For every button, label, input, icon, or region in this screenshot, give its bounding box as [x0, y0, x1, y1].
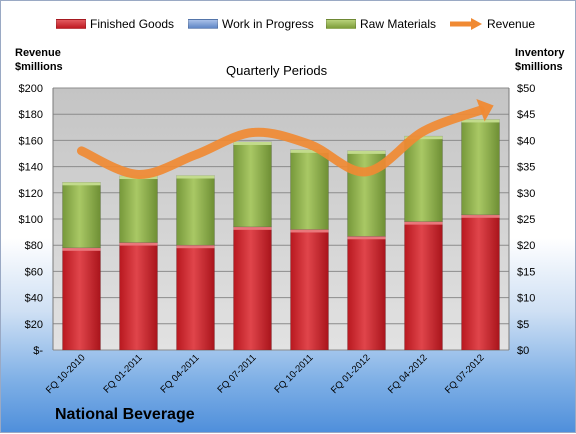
left-tick-label: $180 [19, 109, 43, 121]
legend-swatch-finished-goods [56, 19, 86, 29]
legend-item-finished-goods: Finished Goods [56, 15, 174, 33]
bar-raw-materials [176, 175, 215, 246]
revenue-line [77, 105, 485, 179]
left-tick-label: $100 [19, 214, 43, 226]
left-tick-label: $160 [19, 135, 43, 147]
left-tick-label: $20 [25, 319, 43, 331]
left-axis-title: Revenue $millions [15, 46, 63, 74]
right-tick-label: $45 [517, 109, 535, 121]
legend-label-raw-materials: Raw Materials [360, 17, 437, 31]
bar-cap-finished-goods [62, 247, 101, 251]
x-tick-label: FQ 07-2012 [443, 352, 487, 396]
bar-cap-raw-materials [347, 150, 386, 154]
legend-label-revenue: Revenue [487, 17, 536, 31]
bar-raw-materials [290, 149, 329, 230]
bar-cap-raw-materials [290, 149, 329, 153]
bar-finished-goods [404, 221, 443, 351]
bar-cap-finished-goods [347, 236, 386, 240]
x-tick-label: FQ 01-2012 [329, 352, 373, 396]
bar-finished-goods [290, 229, 329, 351]
bar-finished-goods [119, 242, 158, 351]
left-axis-title-line-2: $millions [15, 61, 63, 73]
right-tick-label: $35 [517, 162, 535, 174]
bar-cap-raw-materials [233, 141, 272, 145]
right-tick-label: $40 [517, 135, 535, 147]
legend-label-work-in-progress: Work in Progress [222, 17, 314, 31]
bar-cap-finished-goods [404, 221, 443, 225]
left-tick-label: $80 [25, 240, 43, 252]
bar-cap-raw-materials [404, 136, 443, 140]
bar-finished-goods [62, 247, 101, 351]
right-tick-label: $0 [517, 345, 529, 357]
x-tick-label: FQ 04-2012 [386, 352, 430, 396]
right-tick-label: $20 [517, 240, 535, 252]
bar-finished-goods [176, 244, 215, 351]
bar-cap-finished-goods [119, 242, 158, 246]
right-tick-label: $10 [517, 293, 535, 305]
bar-cap-raw-materials [461, 119, 500, 123]
legend-item-raw-materials: Raw Materials [326, 15, 436, 33]
bar-cap-finished-goods [233, 226, 272, 230]
right-tick-label: $50 [517, 83, 535, 95]
legend-swatch-raw-materials [326, 19, 356, 29]
bar-cap-raw-materials [176, 175, 215, 179]
left-tick-label: $40 [25, 293, 43, 305]
x-tick-label: FQ 01-2011 [101, 352, 144, 395]
left-tick-label: $- [33, 345, 43, 357]
bar-cap-raw-materials [62, 182, 101, 186]
bar-finished-goods [233, 226, 272, 351]
x-tick-label: FQ 07-2011 [215, 352, 258, 395]
right-axis-title-line-1: Inventory [515, 47, 565, 59]
left-axis-title-line-1: Revenue [15, 47, 61, 59]
right-axis-title-line-2: $millions [515, 61, 563, 73]
bar-raw-materials [119, 175, 158, 243]
right-axis-title: Inventory $millions [515, 46, 565, 74]
legend-swatch-work-in-progress [188, 19, 218, 29]
chart-title: Quarterly Periods [226, 63, 328, 78]
left-tick-label: $120 [19, 188, 43, 200]
bar-cap-finished-goods [461, 214, 500, 218]
right-tick-label: $5 [517, 319, 529, 331]
right-tick-label: $25 [517, 214, 535, 226]
bar-raw-materials [233, 141, 272, 228]
left-tick-label: $200 [19, 83, 43, 95]
left-tick-label: $60 [25, 266, 43, 278]
bar-raw-materials [404, 135, 443, 222]
bar-finished-goods [461, 214, 500, 351]
bar-cap-finished-goods [176, 245, 215, 249]
company-name: National Beverage [55, 406, 195, 423]
legend-label-finished-goods: Finished Goods [90, 17, 175, 31]
left-tick-label: $140 [19, 162, 43, 174]
legend-swatch-revenue [450, 18, 482, 30]
x-tick-label: FQ 10-2011 [272, 352, 315, 395]
x-tick-label: FQ 10-2010 [44, 352, 88, 396]
legend-item-work-in-progress: Work in Progress [188, 15, 314, 33]
x-tick-label: FQ 04-2011 [158, 352, 201, 395]
bar-raw-materials [62, 182, 101, 249]
right-tick-label: $30 [517, 188, 535, 200]
right-tick-label: $15 [517, 266, 535, 278]
bar-raw-materials [461, 119, 500, 216]
bar-cap-finished-goods [290, 229, 329, 233]
bar-finished-goods [347, 235, 386, 351]
revenue-arrow-head [476, 99, 494, 122]
legend-item-revenue: Revenue [449, 15, 535, 33]
